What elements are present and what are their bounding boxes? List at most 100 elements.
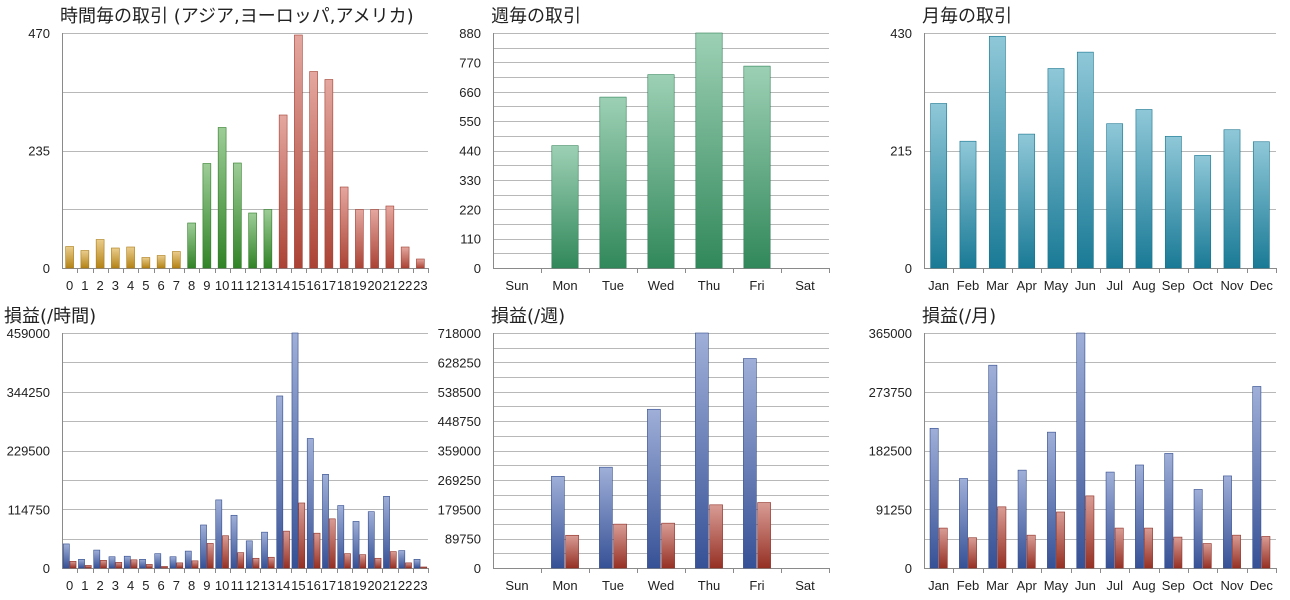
x-tick-label: Thu — [698, 578, 720, 593]
bar — [565, 534, 579, 569]
chart-weekly-pnl: 損益(/週) 0 89750 179500 269250 359000 448750 538… — [438, 306, 830, 593]
y-tick-label: 179500 — [438, 502, 481, 517]
bar — [1252, 141, 1270, 269]
bar — [278, 114, 288, 269]
bar — [95, 239, 105, 269]
bar — [108, 556, 116, 569]
x-tick-label: 2 — [97, 578, 104, 593]
chart-monthly-pnl: 損益(/月) 0 91250 182500 273750 365000 Jan Feb Mar… — [869, 306, 1277, 593]
x-tick-label: 2 — [97, 278, 104, 293]
bar — [400, 246, 410, 269]
bar — [1193, 489, 1203, 569]
bar — [191, 560, 199, 569]
bar — [997, 506, 1007, 569]
y-tick-label: 770 — [459, 55, 481, 70]
y-tick-label: 229500 — [7, 444, 50, 459]
bar — [123, 555, 131, 569]
bar — [389, 551, 397, 569]
bar — [1232, 534, 1241, 569]
chart-weekly-trades: 週毎の取引 0 110 220 330 440 550 660 770 880 Sun Mon Tue… — [459, 6, 830, 293]
bar — [324, 79, 334, 269]
x-tick-label: 23 — [413, 278, 427, 293]
bar — [202, 163, 212, 269]
x-tick-label: Sat — [795, 578, 815, 593]
bar — [988, 364, 998, 569]
bar — [1144, 527, 1153, 569]
bar — [230, 514, 238, 569]
y-tick-label: 430 — [890, 26, 912, 41]
x-tick-label: Apr — [1017, 278, 1038, 293]
x-tick-label: Wed — [648, 278, 675, 293]
chart-title: 月毎の取引 — [922, 6, 1012, 27]
y-tick-label: 459000 — [7, 326, 50, 341]
bar — [313, 532, 321, 569]
x-tick-label: 3 — [112, 578, 119, 593]
x-tick-label: 0 — [66, 278, 73, 293]
x-tick-label: Jul — [1106, 278, 1123, 293]
bar — [176, 562, 184, 569]
x-tick-label: 3 — [112, 278, 119, 293]
bar — [126, 246, 135, 269]
x-tick-label: Fri — [749, 278, 764, 293]
y-tick-label: 440 — [459, 144, 481, 159]
bar — [237, 552, 245, 569]
bar — [130, 559, 138, 569]
bar — [172, 251, 181, 269]
bar — [298, 502, 306, 569]
x-tick-label: 12 — [245, 578, 259, 593]
bar — [1135, 109, 1153, 269]
x-tick-label: Feb — [957, 278, 979, 293]
bar — [1135, 464, 1144, 569]
bar — [217, 127, 227, 269]
bar — [1017, 469, 1027, 569]
x-tick-label: 17 — [322, 278, 336, 293]
x-tick-label: Sun — [505, 278, 528, 293]
x-tick-label: Mar — [986, 278, 1009, 293]
y-tick-label: 235 — [28, 144, 50, 159]
y-tick-label: 110 — [460, 232, 481, 247]
x-tick-label: Thu — [698, 278, 720, 293]
y-tick-label: 448750 — [438, 414, 481, 429]
bar — [988, 35, 1006, 269]
x-tick-label: May — [1044, 278, 1069, 293]
bar — [154, 553, 162, 569]
bar — [1047, 431, 1056, 569]
chart-title: 時間毎の取引 (アジア,ヨーロッパ,アメリカ) — [60, 6, 414, 27]
x-tick-label: Oct — [1193, 578, 1214, 593]
bar — [276, 395, 284, 569]
bar — [374, 557, 382, 569]
bar — [328, 518, 336, 569]
bar — [141, 257, 151, 269]
bar — [156, 255, 166, 269]
x-tick-label: 10 — [215, 578, 229, 593]
bar — [959, 478, 968, 569]
bar — [145, 564, 153, 569]
y-tick-label: 538500 — [438, 385, 481, 400]
x-tick-label: Nov — [1220, 278, 1244, 293]
x-tick-label: 0 — [66, 578, 73, 593]
bar — [551, 145, 579, 269]
bar — [405, 562, 412, 569]
x-tick-label: Feb — [957, 578, 979, 593]
x-tick-label: Aug — [1132, 278, 1155, 293]
x-tick-label: 21 — [383, 578, 397, 593]
bar — [709, 504, 723, 569]
x-tick-label: 19 — [352, 278, 366, 293]
x-tick-label: 22 — [398, 278, 412, 293]
bar — [1047, 68, 1065, 269]
bar — [1106, 123, 1124, 269]
bar — [938, 527, 948, 569]
x-tick-label: 6 — [158, 278, 165, 293]
bar — [206, 543, 214, 569]
bar — [248, 212, 257, 269]
bar — [1173, 536, 1183, 569]
x-tick-label: 1 — [81, 578, 88, 593]
y-tick-label: 89750 — [445, 532, 481, 547]
x-tick-label: 16 — [306, 278, 320, 293]
bar — [291, 332, 299, 569]
x-tick-label: 14 — [276, 578, 290, 593]
x-tick-label: Sat — [795, 278, 815, 293]
bar — [929, 427, 939, 569]
